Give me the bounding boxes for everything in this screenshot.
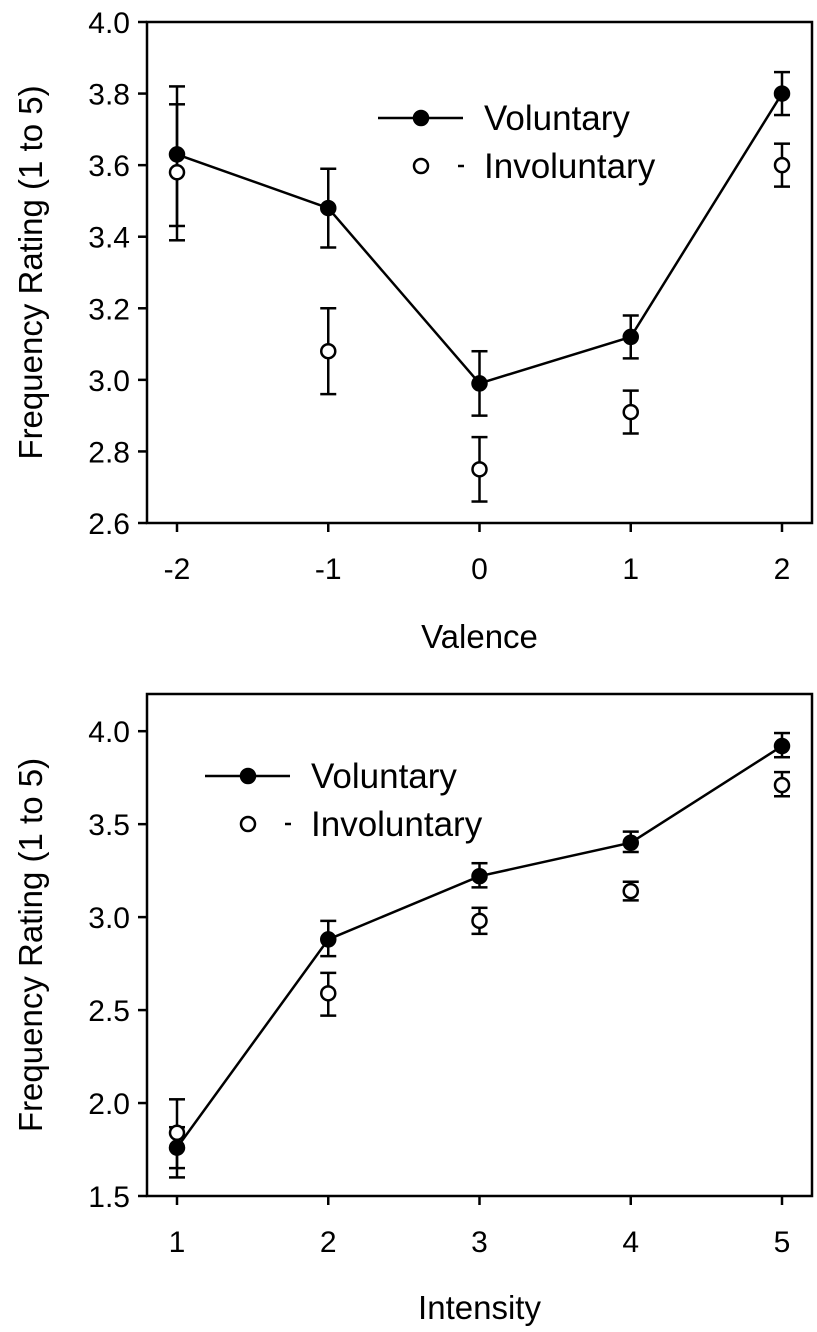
x-axis-title: Valence — [421, 618, 538, 655]
voluntary-point — [320, 931, 337, 948]
y-axis-title: Frequency Rating (1 to 5) — [12, 758, 49, 1132]
intensity-chart: 1.5 2.0 2.5 3.0 3.5 4.0 1 2 3 4 5 Intensity Frequenc… — [12, 692, 814, 1326]
involuntary-point — [320, 985, 337, 1002]
voluntary-point — [622, 834, 639, 851]
voluntary-point — [773, 737, 791, 755]
involuntary-point — [773, 776, 791, 794]
involuntary-point — [168, 164, 186, 181]
involuntary-point — [622, 403, 639, 421]
legend-voluntary-marker — [239, 767, 257, 785]
legend-involuntary-marker — [412, 157, 430, 175]
voluntary-point — [622, 328, 639, 346]
involuntary-point — [773, 156, 791, 174]
x-tick-label: 3 — [471, 1226, 488, 1259]
voluntary-point — [773, 85, 791, 102]
y-tick-label: 3.4 — [88, 222, 130, 255]
legend-involuntary-marker — [239, 815, 257, 833]
y-tick-label: 2.8 — [88, 436, 130, 469]
x-tick-label: 1 — [622, 553, 639, 586]
y-tick-label: 3.2 — [88, 293, 130, 326]
x-tick-label: 0 — [471, 553, 488, 586]
x-tick-label: 2 — [320, 1226, 337, 1259]
voluntary-point — [471, 375, 488, 392]
involuntary-point — [471, 461, 488, 478]
involuntary-point — [168, 1124, 186, 1142]
voluntary-line — [176, 92, 784, 385]
involuntary-point — [471, 912, 488, 930]
y-tick-label: 4.0 — [88, 716, 130, 749]
x-axis-title: Intensity — [418, 1289, 541, 1326]
y-tick-label: 3.6 — [88, 150, 130, 183]
legend-involuntary-label: Involuntary — [311, 805, 483, 844]
legend-voluntary-label: Voluntary — [311, 757, 457, 796]
y-tick-label: 4.0 — [88, 7, 130, 40]
involuntary-point — [622, 882, 639, 900]
y-tick-label: 1.5 — [88, 1181, 130, 1214]
y-tick-label: 2.0 — [88, 1088, 130, 1121]
involuntary-point — [320, 342, 337, 360]
y-tick-label: 3.0 — [88, 365, 130, 398]
x-tick-label: 4 — [622, 1226, 639, 1259]
x-tick-label: 2 — [774, 553, 791, 586]
y-tick-label: 2.6 — [88, 508, 130, 541]
y-axis-title: Frequency Rating (1 to 5) — [12, 85, 49, 459]
y-tick-label: 2.5 — [88, 995, 130, 1028]
x-tick-label: -1 — [315, 553, 342, 586]
voluntary-point — [471, 867, 488, 885]
y-tick-label: 3.0 — [88, 902, 130, 935]
voluntary-point — [320, 199, 337, 217]
x-tick-label: 5 — [774, 1226, 791, 1259]
y-tick-label: 3.8 — [88, 79, 130, 112]
legend-voluntary-label: Voluntary — [484, 99, 630, 138]
y-tick-label: 3.5 — [88, 809, 130, 842]
x-tick-label: -2 — [164, 553, 191, 586]
x-tick-label: 1 — [169, 1226, 186, 1259]
legend-voluntary-marker — [412, 109, 430, 127]
legend-involuntary-label: Involuntary — [484, 147, 656, 186]
valence-chart: 2.6 2.8 3.0 3.2 3.4 3.6 3.8 4.0 -2 -1 0 1 2 Valence Fr… — [12, 7, 814, 655]
